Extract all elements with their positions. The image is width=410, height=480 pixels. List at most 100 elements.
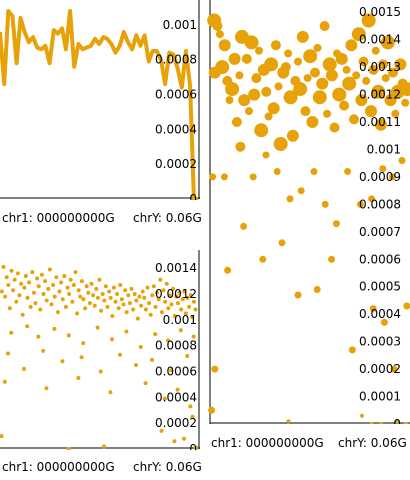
data-point [94,286,99,291]
y-tick-label: 0.0006 [155,88,197,102]
data-point [358,56,369,67]
data-point [303,74,312,83]
data-point [60,359,65,364]
data-point [135,316,140,321]
data-point [280,62,291,73]
data-point [241,53,252,64]
data-point [369,305,377,313]
series-line [0,9,199,201]
data-point [33,301,38,306]
data-point [368,195,376,203]
chart-top-left-svg: 0 0.0002 0.0004 0.0006 0.0008 0.001 [0,0,200,206]
data-point [388,67,398,78]
data-point [118,283,123,287]
data-point [191,299,196,304]
data-point [147,301,152,306]
y-tick-label: 0.001 [163,313,197,327]
data-point [162,396,167,401]
data-point [294,291,302,299]
data-point [47,267,52,272]
data-point [137,294,142,299]
data-point [35,276,40,281]
data-point [374,118,387,131]
data-point [51,283,56,287]
data-point [108,295,113,300]
data-point [284,49,293,58]
data-point [286,129,299,142]
data-point [39,272,44,277]
data-point [0,289,4,294]
data-point [208,406,216,414]
data-point [99,308,104,313]
data-point [388,173,396,181]
data-point [175,301,180,306]
data-point [185,295,190,300]
y-tick-label: 0.0001 [359,390,401,404]
data-point [118,352,122,357]
data-point [84,284,89,289]
data-point [286,419,291,424]
data-point [57,289,62,294]
data-point [319,21,330,31]
data-point [395,419,400,424]
data-point [102,444,106,449]
data-point [220,173,228,181]
data-point [351,27,366,42]
data-point [316,77,329,90]
data-point [166,306,171,311]
data-point [41,348,46,353]
data-point [306,116,319,128]
x-axis-label-right: chrY: 0.06G [133,460,202,474]
y-tick-label: 0.0004 [155,122,197,136]
data-point [274,82,283,91]
data-point [193,307,198,312]
data-point [360,413,364,418]
data-point [36,334,41,339]
data-point [328,255,336,263]
x-axis-label: chr1: 000000000G [2,460,115,474]
data-point [36,284,41,289]
data-point [248,88,261,101]
data-point [368,64,379,75]
data-point [54,275,59,280]
data-point [12,277,17,282]
data-point [151,284,156,289]
data-point [140,289,145,294]
data-point [111,285,116,290]
data-point [185,354,190,358]
x-axis-label: chr1: 000000000G [2,211,115,225]
y-tick-label: 0 [189,192,197,200]
data-point [156,297,161,302]
data-point [398,157,406,164]
data-point [180,297,185,302]
data-point [60,297,65,302]
data-point [322,57,337,72]
data-point [17,293,22,298]
data-point [148,312,153,317]
data-point [87,301,92,306]
chart-right: 0 0.0001 0.0002 0.0003 0.0004 0.0005 0.0006 0.0… [206,0,410,460]
data-point [400,82,410,97]
data-point [293,82,308,97]
data-point [59,280,64,285]
data-point [143,381,148,386]
data-point [323,109,332,118]
data-point [139,303,144,308]
data-point [6,283,11,287]
data-point [255,46,263,55]
data-point [124,329,129,334]
data-point [379,165,387,173]
data-point [356,200,364,208]
data-point [126,293,131,298]
y-tick-label: 0.0014 [359,33,401,47]
data-point [73,270,78,275]
data-point [55,310,60,315]
data-point [115,292,120,296]
data-point [344,168,352,175]
data-point [155,290,160,295]
y-tick-label: 0.0014 [155,261,197,275]
data-point [108,390,113,395]
data-point [65,285,70,290]
data-point [245,107,253,116]
data-point [110,337,114,342]
